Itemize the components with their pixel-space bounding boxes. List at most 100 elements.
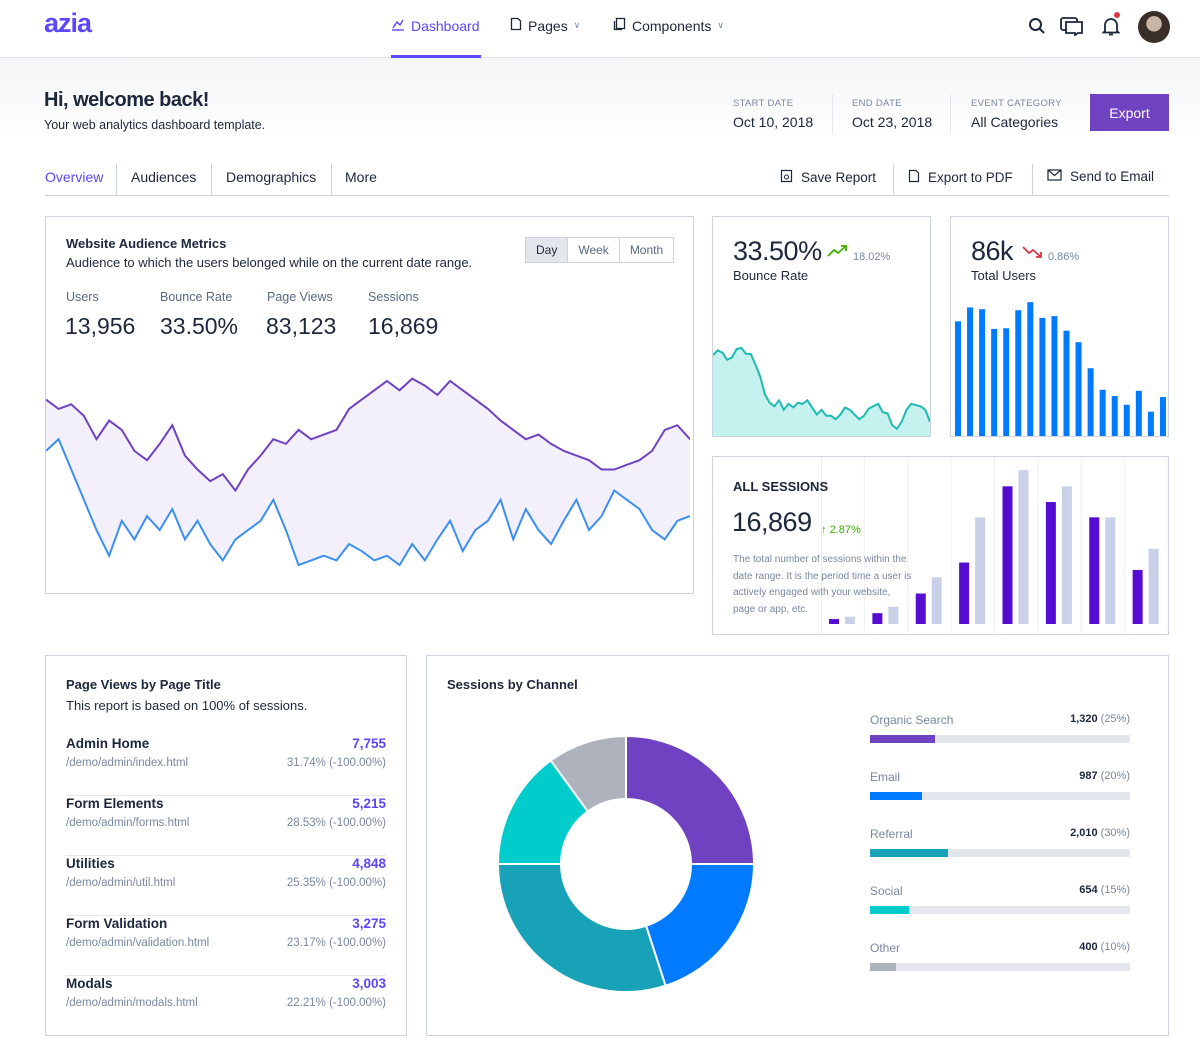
donut-slice (644, 863, 756, 987)
bar (1045, 502, 1056, 624)
page-row[interactable]: Form Validation/demo/admin/validation.ht… (66, 916, 386, 976)
range-month[interactable]: Month (618, 238, 673, 262)
page-views-value: 3,003 (352, 976, 386, 991)
channel-item: Email 987 (20%) (870, 770, 1130, 810)
page-row[interactable]: Modals/demo/admin/modals.html 3,003 22.21%… (66, 976, 386, 1036)
series-line (713, 346, 930, 431)
metric-label: Users (66, 290, 99, 304)
metric-label: Bounce Rate (160, 290, 233, 304)
total-users-trend: 0.86% (1048, 251, 1080, 263)
nav-pages[interactable]: Pages ∨ (510, 17, 580, 34)
page-row[interactable]: Utilities/demo/admin/util.html 4,848 25.35… (66, 856, 386, 916)
divider (116, 164, 117, 196)
channel-count-value: 2,010 (1070, 827, 1098, 839)
action-label: Send to Email (1070, 169, 1155, 184)
pdf-icon (908, 169, 920, 186)
page-title-text: Admin Home (66, 736, 150, 751)
channels-donut-chart (496, 734, 756, 993)
page-views-percent: 31.74% (-100.00%) (286, 757, 386, 769)
send-email-button[interactable]: Send to Email (1047, 169, 1154, 184)
channel-item: Other 400 (10%) (870, 941, 1130, 981)
donut-slice (549, 734, 627, 813)
page-url: /demo/admin/validation.html (66, 937, 210, 949)
trend-up-icon (827, 244, 849, 263)
sessions-trend: ↑ 2.87% (821, 524, 861, 536)
trend-down-icon (1022, 244, 1044, 265)
donut-slice (625, 734, 756, 865)
export-pdf-button[interactable]: Export to PDF (908, 169, 1013, 186)
page-views-value: 5,215 (352, 796, 386, 811)
range-week[interactable]: Week (567, 238, 618, 262)
page-views-percent: 22.21% (-100.00%) (286, 997, 386, 1009)
export-button[interactable]: Export (1090, 94, 1169, 131)
tab-more[interactable]: More (345, 169, 377, 185)
channel-count-value: 654 (1079, 884, 1098, 896)
metric-value: 83,123 (266, 313, 337, 339)
bar (1123, 404, 1130, 436)
page-row[interactable]: Form Elements/demo/admin/forms.html 5,215… (66, 796, 386, 856)
tab-bar: Overview Audiences Demographics More Sav… (45, 164, 1169, 196)
action-label: Export to PDF (928, 170, 1013, 185)
bar (872, 613, 883, 624)
bar (931, 577, 942, 624)
nav-components[interactable]: Components ∨ (613, 17, 724, 34)
page-title-text: Form Validation (66, 916, 168, 931)
card-title: Website Audience Metrics (66, 236, 227, 251)
logo[interactable]: azia (44, 8, 92, 38)
sessions-value: 16,869 (732, 507, 812, 537)
bar (955, 321, 961, 436)
divider (893, 164, 894, 196)
range-day[interactable]: Day (526, 238, 568, 262)
avatar[interactable] (1138, 11, 1170, 43)
arrow-up-icon: ↑ (821, 524, 827, 536)
search-icon[interactable] (1025, 14, 1049, 38)
total-users-chart (955, 302, 1166, 436)
tab-overview[interactable]: Overview (45, 169, 104, 185)
channel-label: Email (870, 770, 901, 784)
page-views-value: 3,275 (352, 916, 386, 931)
total-users-value: 86k (971, 236, 1014, 266)
channel-label: Referral (870, 827, 913, 841)
channel-percent: (25%) (1100, 713, 1130, 725)
file-icon (510, 17, 522, 34)
bounce-rate-label: Bounce Rate (733, 268, 809, 283)
metric-label: Sessions (368, 290, 419, 304)
start-date-value[interactable]: Oct 10, 2018 (733, 114, 814, 130)
bar (1039, 317, 1046, 436)
page-row[interactable]: Admin Home/demo/admin/index.html 7,755 31.… (66, 736, 386, 796)
area-fill (46, 378, 690, 566)
nav-dashboard[interactable]: Dashboard (391, 17, 480, 34)
active-nav-underline (391, 55, 481, 58)
channel-count: 2,010 (30%) (1070, 827, 1130, 839)
divider (832, 94, 833, 134)
bar (1051, 316, 1058, 436)
save-report-button[interactable]: Save Report (780, 169, 876, 186)
event-category-value[interactable]: All Categories (971, 114, 1059, 130)
end-date-value[interactable]: Oct 23, 2018 (852, 114, 933, 130)
series-line-1 (46, 437, 690, 567)
sessions-title: ALL SESSIONS (733, 479, 829, 494)
nav-label: Dashboard (411, 17, 480, 34)
bar (1132, 569, 1143, 624)
channel-count: 1,320 (25%) (1070, 713, 1130, 725)
chat-icon[interactable] (1060, 14, 1084, 38)
card-description: This report is based on 100% of sessions… (66, 698, 308, 713)
box-icon (613, 17, 626, 34)
tab-audiences[interactable]: Audiences (131, 169, 197, 185)
page-url: /demo/admin/index.html (66, 757, 189, 769)
total-users-label: Total Users (971, 268, 1037, 283)
page-url: /demo/admin/forms.html (66, 817, 190, 829)
tab-demographics[interactable]: Demographics (226, 169, 317, 185)
bell-icon[interactable] (1099, 14, 1123, 38)
card-title: Page Views by Page Title (66, 677, 221, 692)
donut-slice (496, 863, 667, 993)
page-views-value: 7,755 (352, 736, 386, 751)
channel-percent: (30%) (1100, 827, 1130, 839)
channel-count: 654 (15%) (1079, 884, 1130, 896)
page-url: /demo/admin/modals.html (66, 997, 198, 1009)
bounce-rate-value: 33.50% (733, 236, 822, 266)
mail-icon (1047, 169, 1062, 184)
card-description: Audience to which the users belonged whi… (66, 255, 473, 270)
nav-label: Pages (528, 17, 568, 34)
end-date-label: END DATE (852, 98, 902, 109)
